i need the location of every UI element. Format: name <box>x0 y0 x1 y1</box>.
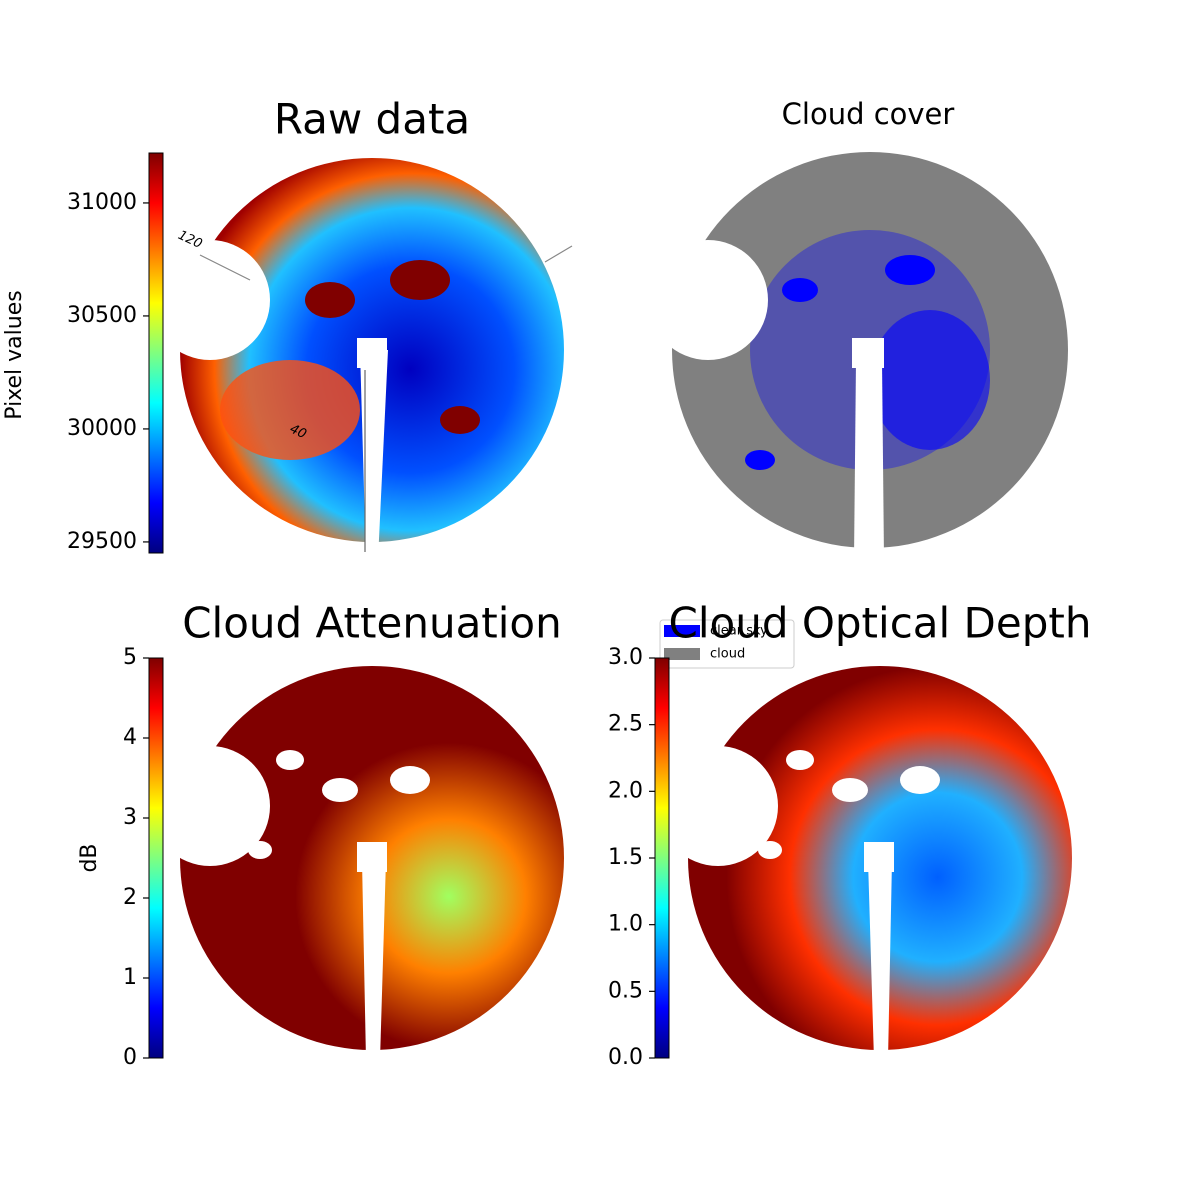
panel-title: Cloud Attenuation <box>182 599 562 648</box>
panel-title: Cloud cover <box>782 97 955 131</box>
panel-title: Cloud Optical Depth <box>669 599 1092 648</box>
colorbar-tick-label: 3 <box>123 805 137 830</box>
colorbar-tick-label: 4 <box>123 725 137 750</box>
colorbar-label: Pixel values <box>2 290 27 419</box>
colorbar-tick-label: 29500 <box>67 529 137 554</box>
colorbar-tick-label: 30500 <box>67 303 137 328</box>
azimuth-line <box>544 245 573 263</box>
colorbar-tick-label: 1 <box>123 965 137 990</box>
panel-title: Raw data <box>274 95 470 144</box>
annotation: 40 <box>287 422 308 443</box>
colorbar-tick-label: 2.5 <box>608 712 643 737</box>
sky-image <box>150 158 564 560</box>
legend-label: clear sky <box>710 624 768 639</box>
optical-depth-image <box>658 666 1072 1060</box>
colorbar <box>148 657 164 1059</box>
colorbar-tick-label: 31000 <box>67 190 137 215</box>
attenuation-image <box>150 666 564 1060</box>
colorbar <box>654 657 670 1059</box>
legend-label: cloud <box>710 647 745 662</box>
legend-swatch <box>664 625 700 637</box>
colorbar-tick-label: 2.0 <box>608 778 643 803</box>
colorbar <box>148 152 164 554</box>
colorbar-tick-label: 0.0 <box>608 1045 643 1070</box>
colorbar-tick-label: 0.5 <box>608 978 643 1003</box>
colorbar-tick-label: 0 <box>123 1045 137 1070</box>
azimuth-line <box>199 254 251 281</box>
colorbar-tick-label: 30000 <box>67 416 137 441</box>
colorbar-tick-label: 5 <box>123 645 137 670</box>
legend-swatch <box>664 648 700 660</box>
colorbar-tick-label: 3.0 <box>608 645 643 670</box>
colorbar-tick-label: 1.5 <box>608 845 643 870</box>
colorbar-tick-label: 1.0 <box>608 912 643 937</box>
cloud-mask-image <box>648 152 1068 560</box>
colorbar-tick-label: 2 <box>123 885 137 910</box>
colorbar-label: dB <box>77 843 102 872</box>
